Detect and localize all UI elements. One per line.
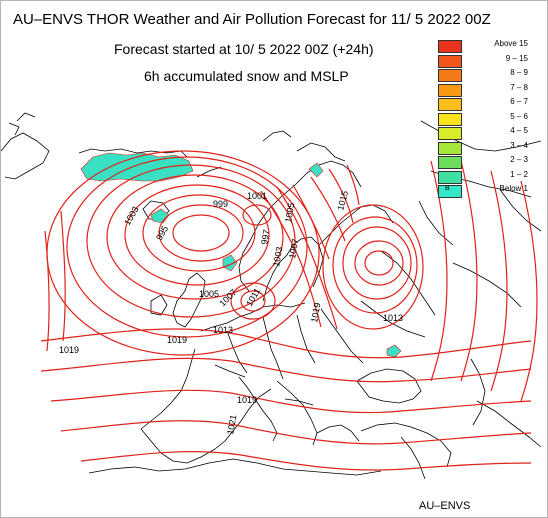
snow-area-arctic bbox=[80, 152, 194, 182]
isobar-ring bbox=[322, 204, 424, 330]
isobar-label: 1005 bbox=[283, 202, 296, 223]
isobar-ring bbox=[364, 250, 394, 276]
isobar-ring bbox=[342, 226, 412, 300]
isobar-line bbox=[292, 184, 330, 260]
isobars bbox=[40, 150, 538, 471]
snow-area-scandinavia bbox=[222, 254, 238, 272]
credit-text: AU–ENVS bbox=[419, 500, 471, 512]
isobar-line bbox=[40, 328, 532, 359]
isobar-line bbox=[276, 186, 338, 330]
legend-swatch: B bbox=[438, 185, 462, 198]
isobar-ring bbox=[354, 240, 404, 286]
legend-label: Above 15 bbox=[494, 39, 528, 48]
forecast-start-text: Forecast started at 10/ 5 2022 00Z (+24h… bbox=[114, 41, 374, 57]
isobar-ring bbox=[124, 184, 270, 286]
isobar-ring bbox=[106, 174, 284, 300]
isobar-labels: 1001 999 1003 995 1005 997 1003 1007 101… bbox=[59, 190, 403, 436]
isobar-ring bbox=[172, 214, 230, 252]
isobar-line bbox=[520, 180, 538, 402]
isobar-line bbox=[328, 168, 354, 224]
isobar-ring bbox=[66, 156, 308, 338]
isobar-ring bbox=[332, 216, 418, 314]
legend-swatch bbox=[438, 83, 462, 97]
isobar-label: 1001 bbox=[247, 191, 267, 201]
isobar-label: 997 bbox=[259, 229, 271, 246]
isobar-line bbox=[260, 190, 322, 328]
snow-area-svalbard bbox=[308, 162, 324, 178]
isobar-line bbox=[310, 176, 346, 242]
isobar-label: 1003 bbox=[271, 246, 284, 267]
isobar-ring bbox=[240, 290, 266, 312]
isobar-ring bbox=[242, 204, 272, 226]
legend-label: 6 – 7 bbox=[510, 97, 528, 106]
isobar-label: 1013 bbox=[213, 325, 233, 335]
isobar-label: 1003 bbox=[122, 205, 141, 227]
legend-label: 1 – 2 bbox=[510, 169, 528, 179]
isobar-ring bbox=[86, 164, 296, 318]
legend-swatch bbox=[438, 98, 462, 111]
legend-swatch bbox=[438, 54, 462, 68]
legend-swatch bbox=[438, 112, 462, 126]
legend-label: 2 – 3 bbox=[510, 155, 528, 164]
legend-row: 8 – 9 bbox=[438, 68, 538, 83]
isobar-label: 1011 bbox=[244, 286, 262, 308]
legend-row: 4 – 5 bbox=[438, 126, 538, 141]
legend-row: 7 – 8 bbox=[438, 83, 538, 98]
isobar-label: 1019 bbox=[59, 345, 79, 355]
legend-row: 1 – 2 bbox=[438, 170, 538, 185]
legend-row: 6 – 7 bbox=[438, 97, 538, 112]
legend-label: 8 – 9 bbox=[510, 68, 528, 77]
legend-swatch bbox=[438, 69, 462, 82]
isobar-line bbox=[60, 210, 66, 342]
isobar-ring bbox=[158, 204, 244, 262]
isobar-line bbox=[50, 389, 532, 414]
coastlines bbox=[1, 112, 542, 480]
legend-row: 3 – 4 bbox=[438, 141, 538, 156]
legend-swatch-mark: B bbox=[445, 185, 450, 192]
snow-area-russia bbox=[386, 344, 402, 358]
legend-swatch bbox=[438, 141, 462, 155]
isobar-label: 1019 bbox=[167, 335, 187, 345]
isobar-label: 1005 bbox=[199, 289, 219, 299]
parameter-text: 6h accumulated snow and MSLP bbox=[144, 68, 349, 84]
isobar-label: 1019 bbox=[309, 302, 322, 323]
isobar-label: 1013 bbox=[383, 313, 403, 323]
legend-row: Above 15 bbox=[438, 39, 538, 54]
snow-legend: Above 15 9 – 15 8 – 9 7 – 8 6 – 7 5 – 6 4 – 5 3… bbox=[438, 39, 538, 199]
legend-label: 4 – 5 bbox=[510, 126, 528, 135]
legend-swatch bbox=[438, 40, 462, 53]
isobar-line bbox=[490, 170, 508, 392]
legend-row: 2 – 3 bbox=[438, 155, 538, 170]
legend-label: 9 – 15 bbox=[505, 53, 528, 63]
isobar-line bbox=[44, 230, 50, 352]
isobar-line bbox=[60, 420, 532, 445]
legend-swatch bbox=[438, 127, 462, 140]
isobar-label: 1007 bbox=[287, 238, 300, 259]
legend-swatch bbox=[438, 156, 462, 169]
legend-label: 5 – 6 bbox=[510, 111, 528, 121]
isobar-ring bbox=[230, 282, 276, 320]
isobar-line bbox=[460, 160, 478, 382]
isobar-label: 1021 bbox=[225, 414, 238, 435]
legend-label: 3 – 4 bbox=[510, 140, 528, 150]
legend-row: 5 – 6 bbox=[438, 112, 538, 127]
snow-areas bbox=[80, 152, 402, 358]
isobar-ring bbox=[142, 194, 256, 272]
isobar-label: 995 bbox=[154, 224, 170, 242]
isobar-line bbox=[40, 357, 532, 383]
legend-label: 7 – 8 bbox=[510, 82, 528, 92]
forecast-title: AU–ENVS THOR Weather and Air Pollution F… bbox=[13, 11, 491, 28]
isobar-line bbox=[80, 451, 532, 471]
legend-swatch bbox=[438, 170, 462, 184]
isobar-label: 999 bbox=[213, 199, 228, 209]
legend-row: B Below 1 bbox=[438, 184, 538, 199]
isobar-line bbox=[346, 164, 360, 206]
isobar-label: 1019 bbox=[237, 395, 257, 405]
legend-label: Below 1 bbox=[499, 184, 528, 193]
isobar-label: 1015 bbox=[335, 190, 350, 212]
legend-row: 9 – 15 bbox=[438, 54, 538, 69]
